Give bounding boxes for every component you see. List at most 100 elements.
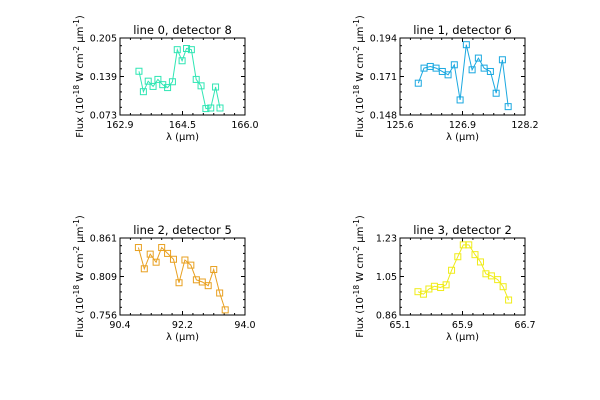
data-point <box>154 75 162 83</box>
panel-title: line 3, detector 2 <box>413 223 512 237</box>
data-point <box>442 281 450 289</box>
data-point <box>144 77 152 85</box>
data-point <box>187 261 195 269</box>
data-point <box>140 265 148 273</box>
data-point <box>158 244 166 252</box>
data-point <box>476 258 484 266</box>
data-point <box>465 241 473 249</box>
data-point <box>152 258 160 266</box>
x-tick-label: 66.7 <box>514 320 535 331</box>
y-axis-label: Flux (10-18 W cm-2 µm-1) <box>72 215 87 338</box>
y-tick-label: 0.148 <box>370 111 397 122</box>
x-tick-label: 164.5 <box>169 120 196 131</box>
y-tick-label: 0.756 <box>90 311 117 322</box>
data-point <box>164 84 172 92</box>
data-point <box>216 289 224 297</box>
data-point <box>204 282 212 290</box>
data-point <box>474 54 482 62</box>
data-point <box>139 88 147 96</box>
data-point <box>468 66 476 74</box>
data-point <box>178 57 186 65</box>
series-line <box>137 246 226 311</box>
data-point <box>149 82 157 90</box>
y-tick-label: 0.171 <box>370 72 397 83</box>
x-tick-label: 162.9 <box>106 120 133 131</box>
y-tick-label: 0.86 <box>376 311 397 322</box>
data-point <box>168 78 176 86</box>
panel-0: line 0, detector 8 162.9 164.5 166.0 0.073 0.… <box>72 15 259 143</box>
data-point <box>492 89 500 97</box>
plot-frame <box>119 37 246 116</box>
x-tick-label: 92.2 <box>172 320 193 331</box>
y-tick-label: 0.809 <box>90 272 117 283</box>
data-point <box>197 82 205 90</box>
data-point <box>471 251 479 259</box>
panel-1: line 1, detector 6 125.6 126.9 128.2 0.148 0.… <box>352 15 539 143</box>
x-tick-label: 128.2 <box>511 120 538 131</box>
panel-title: line 0, detector 8 <box>133 23 232 37</box>
data-point <box>486 67 494 75</box>
data-point <box>135 67 143 75</box>
data-point <box>164 249 172 257</box>
data-point <box>505 296 513 304</box>
x-axis-label: λ (µm) <box>166 332 199 343</box>
y-axis-label: Flux (10-18 W cm-2 µm-1) <box>72 15 87 138</box>
data-point <box>494 276 502 284</box>
panel-title: line 1, detector 6 <box>413 23 512 37</box>
x-axis-label: λ (µm) <box>446 132 479 143</box>
data-point <box>482 270 490 278</box>
x-tick-label: 166.0 <box>231 120 258 131</box>
data-point <box>210 266 218 274</box>
y-tick-label: 0.073 <box>90 111 117 122</box>
data-point <box>183 45 191 52</box>
x-tick-label: 126.9 <box>449 120 476 131</box>
data-point <box>181 256 189 264</box>
data-point <box>459 241 467 249</box>
data-point <box>146 250 154 258</box>
data-point <box>173 46 181 54</box>
x-tick-label: 125.6 <box>386 120 413 131</box>
data-point <box>134 244 142 252</box>
data-point <box>187 46 195 54</box>
data-point <box>216 104 224 112</box>
panel-2: line 2, detector 5 90.4 92.2 94.0 0.756 0.809… <box>72 215 256 343</box>
y-tick-label: 1.23 <box>376 234 397 245</box>
data-point <box>212 83 220 91</box>
data-point <box>414 288 422 296</box>
y-tick-label: 1.05 <box>376 272 397 283</box>
data-point <box>448 266 456 274</box>
data-point <box>419 290 427 298</box>
data-point <box>169 255 177 263</box>
data-point <box>450 61 458 69</box>
y-tick-label: 0.139 <box>90 72 117 83</box>
data-point <box>487 272 495 280</box>
y-tick-label: 0.205 <box>90 34 117 45</box>
data-point <box>207 104 215 112</box>
data-point <box>221 306 229 314</box>
data-point <box>175 279 183 287</box>
data-point <box>202 105 210 113</box>
x-axis-label: λ (µm) <box>446 332 479 343</box>
series-line <box>138 47 221 110</box>
data-point <box>198 278 206 286</box>
data-point <box>454 253 462 261</box>
y-axis-label: Flux (10-18 W cm-2 µm-1) <box>352 15 367 138</box>
panel-3: line 3, detector 2 65.1 65.9 66.7 0.86 1.05 1.… <box>352 215 536 343</box>
data-point <box>456 96 464 104</box>
data-point <box>504 103 512 111</box>
x-tick-label: 65.1 <box>389 320 410 331</box>
x-axis-label: λ (µm) <box>166 132 199 143</box>
data-point <box>462 41 470 49</box>
y-tick-label: 0.194 <box>370 34 397 45</box>
panel-title: line 2, detector 5 <box>133 223 232 237</box>
y-axis-label: Flux (10-18 W cm-2 µm-1) <box>352 215 367 338</box>
data-point <box>414 79 422 87</box>
data-point <box>192 75 200 83</box>
x-tick-label: 90.4 <box>109 320 130 331</box>
y-tick-label: 0.861 <box>90 234 117 245</box>
series-line <box>417 244 510 301</box>
data-point <box>444 71 452 79</box>
data-point <box>499 283 507 291</box>
x-tick-label: 94.0 <box>234 320 255 331</box>
